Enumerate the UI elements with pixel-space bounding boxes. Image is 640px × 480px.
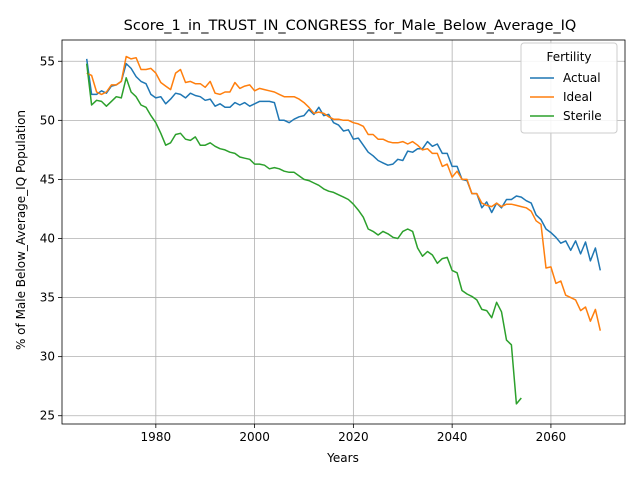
y-tick-label: 45 <box>40 172 55 186</box>
y-axis: 25 30 35 40 45 50 55 <box>40 54 62 423</box>
legend-title: Fertility <box>546 50 591 64</box>
series-line-actual <box>85 58 602 271</box>
y-tick-label: 40 <box>40 231 55 245</box>
y-axis-label: % of Male Below_Average_IQ Population <box>14 110 28 350</box>
x-tick-label: 2060 <box>536 430 567 444</box>
x-axis: 1980 2000 2020 2040 2060 <box>141 424 567 444</box>
legend-entries: Actual Ideal Sterile <box>530 71 602 123</box>
x-tick-label: 2020 <box>338 430 369 444</box>
x-tick-label: 1980 <box>141 430 172 444</box>
series-line-ideal <box>86 55 602 331</box>
legend-label-actual: Actual <box>563 71 601 85</box>
legend-label-ideal: Ideal <box>563 90 592 104</box>
plot-frame <box>61 39 626 425</box>
y-tick-label: 25 <box>40 409 55 423</box>
x-tick-label: 2040 <box>437 430 468 444</box>
series-line-sterile <box>85 63 522 405</box>
series-layer <box>85 55 602 405</box>
y-tick-label: 55 <box>40 54 55 68</box>
legend-label-sterile: Sterile <box>563 109 602 123</box>
legend-box <box>520 42 618 134</box>
y-tick-label: 30 <box>40 350 55 364</box>
x-axis-label: Years <box>326 451 359 465</box>
legend: Fertility Actual Ideal Sterile <box>520 42 618 134</box>
chart-title: Score_1_in_TRUST_IN_CONGRESS_for_Male_Be… <box>124 18 577 34</box>
y-tick-label: 50 <box>40 113 55 127</box>
y-tick-label: 35 <box>40 291 55 305</box>
x-tick-label: 2000 <box>239 430 270 444</box>
